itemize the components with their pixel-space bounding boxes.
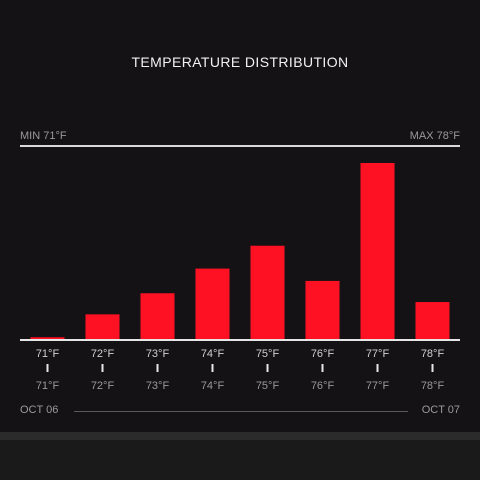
secondary-tick-label-4: 74°F <box>201 380 225 392</box>
start-date-label: OCT 06 <box>20 404 59 416</box>
footer-divider <box>0 432 480 440</box>
bar-3 <box>140 293 175 339</box>
bar-8 <box>415 302 450 339</box>
chart-title: TEMPERATURE DISTRIBUTION <box>131 54 349 70</box>
min-temperature-label: MIN 71°F <box>20 130 67 142</box>
secondary-tick-label-3: 73°F <box>146 380 170 392</box>
end-date-label: OCT 07 <box>421 404 460 416</box>
bar-2 <box>85 314 120 339</box>
bar-5 <box>250 245 285 339</box>
tick-label-7: 77°F <box>366 348 390 360</box>
timeline-line <box>74 411 408 412</box>
secondary-tick-label-8: 78°F <box>421 380 445 392</box>
secondary-tick-label-6: 76°F <box>311 380 335 392</box>
tick-label-4: 74°F <box>201 348 225 360</box>
secondary-tick-label-7: 77°F <box>366 380 390 392</box>
tick-label-1: 71°F <box>36 348 60 360</box>
tick-label-5: 75°F <box>256 348 280 360</box>
tick-label-2: 72°F <box>91 348 115 360</box>
bar-6 <box>305 280 340 339</box>
tick-label-8: 78°F <box>421 348 445 360</box>
max-reference-line <box>20 145 460 147</box>
secondary-tick-label-5: 75°F <box>256 380 280 392</box>
max-temperature-label: MAX 78°F <box>409 130 460 142</box>
bar-4 <box>195 268 230 339</box>
bar-1 <box>30 337 65 339</box>
secondary-tick-label-2: 72°F <box>91 380 115 392</box>
bar-7 <box>360 163 395 339</box>
tick-label-3: 73°F <box>146 348 170 360</box>
footer-area <box>0 440 480 480</box>
tick-label-6: 76°F <box>311 348 335 360</box>
secondary-tick-label-1: 71°F <box>36 380 60 392</box>
